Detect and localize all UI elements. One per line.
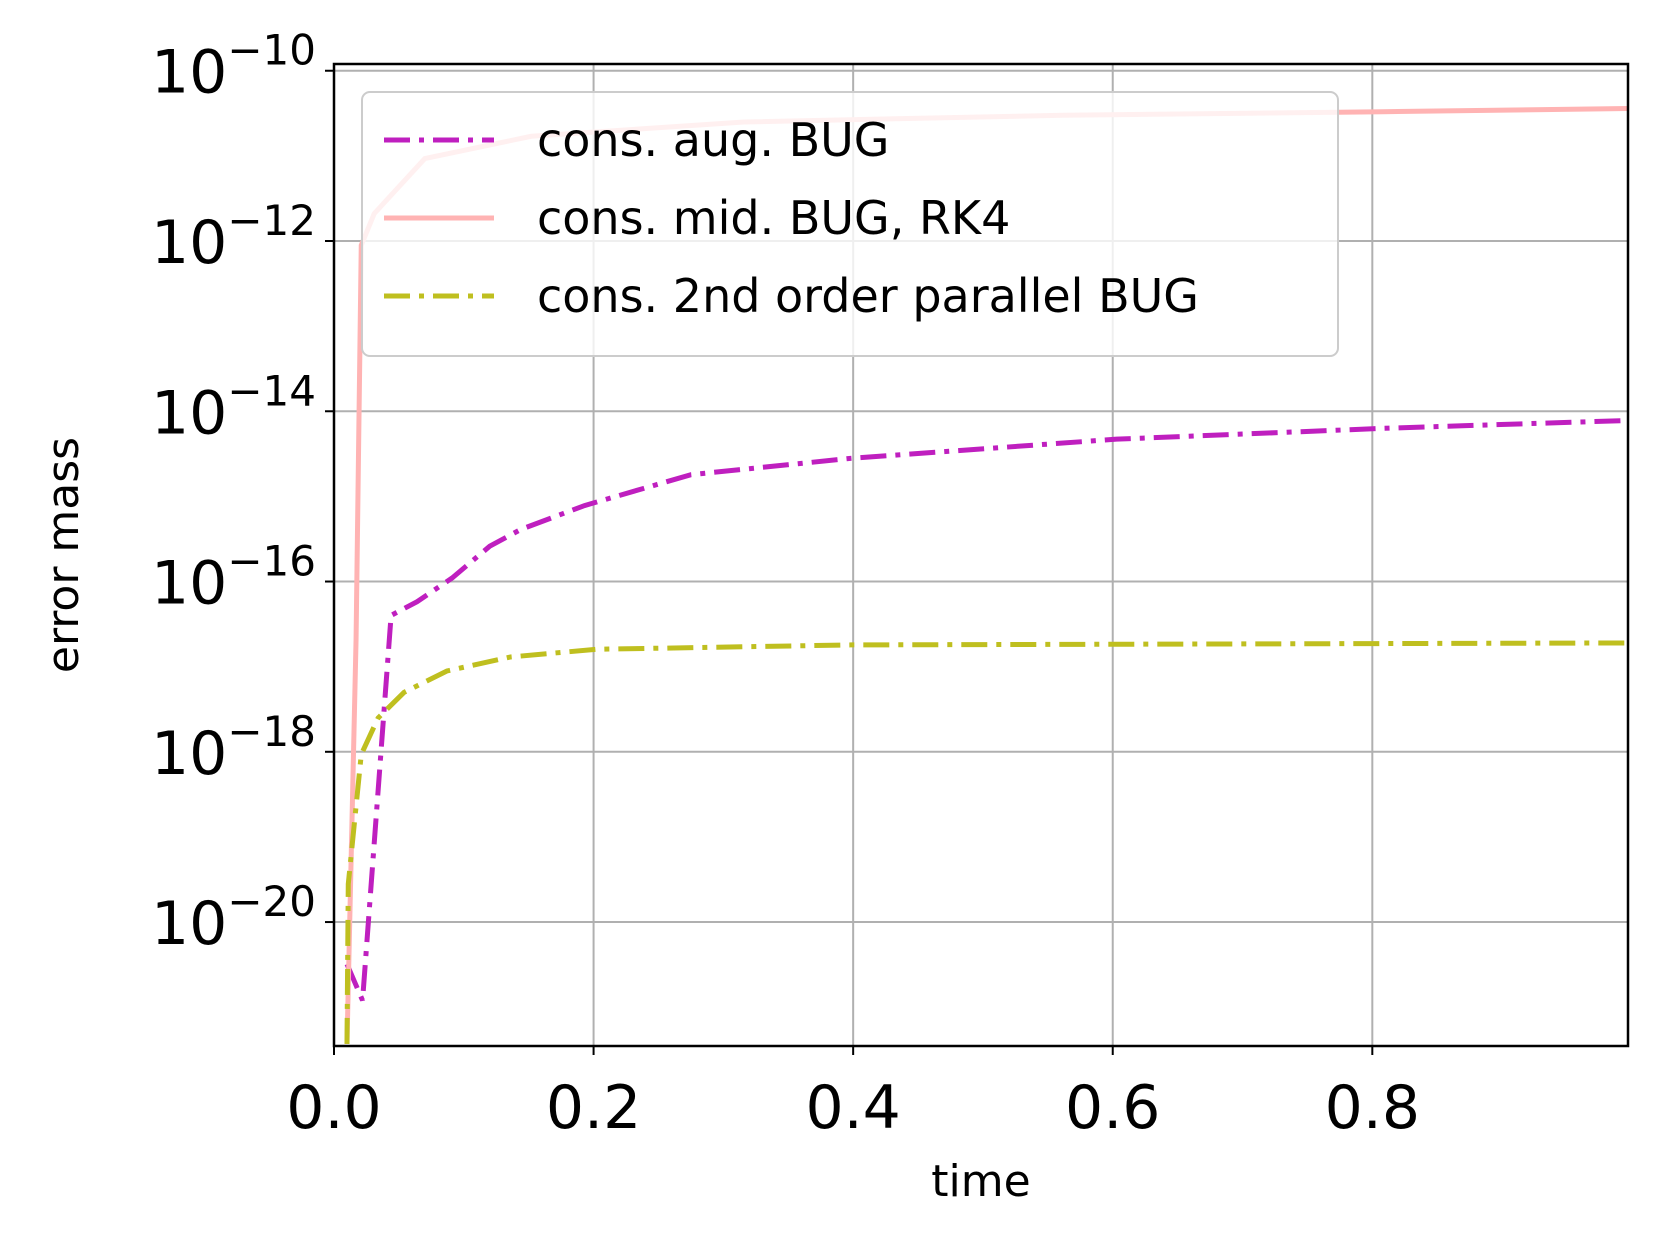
y-tick-base: 10 (151, 889, 227, 959)
series-line (344, 640, 1628, 1044)
x-tick-label: 0.8 (1325, 1073, 1420, 1143)
y-tick-base: 10 (151, 38, 227, 108)
y-tick-label: 10−12 (151, 196, 316, 278)
y-tick-exponent: −18 (227, 707, 316, 756)
y-tick-exponent: −12 (227, 196, 316, 245)
x-tick-label: 0.4 (805, 1073, 900, 1143)
y-tick-label: 10−14 (151, 366, 316, 448)
y-tick-exponent: −20 (227, 877, 316, 926)
series-line (344, 417, 1628, 1002)
y-tick-label: 10−20 (151, 877, 316, 959)
y-tick-exponent: −10 (227, 26, 316, 75)
y-tick-label: 10−10 (151, 26, 316, 108)
legend-label: cons. mid. BUG, RK4 (537, 191, 1010, 245)
y-tick-base: 10 (151, 208, 227, 278)
x-axis-label: time (931, 1156, 1030, 1207)
y-tick-label: 10−18 (151, 707, 316, 789)
x-tick-label: 0.6 (1065, 1073, 1160, 1143)
legend-label: cons. 2nd order parallel BUG (537, 269, 1199, 323)
y-tick-label: 10−16 (151, 537, 316, 619)
x-tick-label: 0.0 (286, 1073, 381, 1143)
legend: cons. aug. BUG cons. mid. BUG, RK4 cons. 2… (361, 91, 1339, 357)
y-tick-exponent: −14 (227, 366, 316, 415)
y-tick-exponent: −16 (227, 537, 316, 586)
legend-label: cons. aug. BUG (537, 113, 889, 167)
legend-box (361, 91, 1339, 357)
y-tick-base: 10 (151, 719, 227, 789)
y-tick-base: 10 (151, 378, 227, 448)
y-tick-base: 10 (151, 549, 227, 619)
y-axis-label: error mass (38, 437, 89, 673)
x-tick-label: 0.2 (546, 1073, 641, 1143)
axes-frame (332, 62, 1630, 1048)
